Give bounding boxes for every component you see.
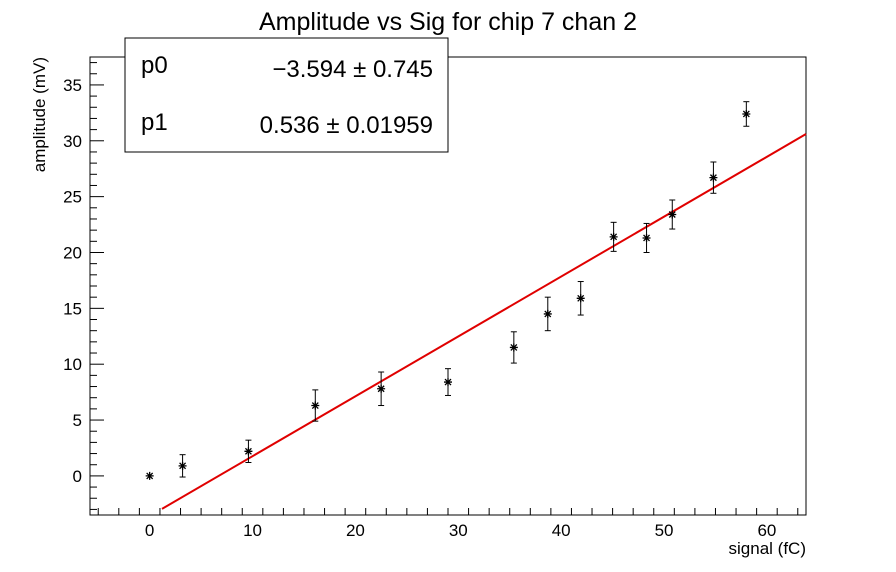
data-point	[244, 439, 253, 463]
fit-stats-box: p0 −3.594 ± 0.745 p1 0.536 ± 0.01959	[124, 37, 449, 153]
data-point	[178, 454, 187, 478]
star-marker	[178, 461, 187, 470]
tick-labels: 0 10 20 30 40 50 60 0 5 10 15 20 25 30 35	[63, 76, 776, 540]
data-point	[145, 471, 154, 480]
y-tick-label: 25	[63, 188, 82, 207]
data-point	[444, 368, 452, 396]
y-tick-label: 10	[63, 355, 82, 374]
data-point	[509, 331, 518, 364]
y-tick-label: 5	[73, 411, 82, 430]
star-marker	[311, 401, 320, 410]
chart-title: Amplitude vs Sig for chip 7 chan 2	[259, 8, 637, 36]
star-marker	[377, 384, 386, 393]
star-marker	[444, 378, 452, 387]
x-tick-label: 30	[449, 521, 468, 540]
data-points	[145, 101, 751, 480]
x-tick-label: 40	[552, 521, 571, 540]
data-point	[311, 389, 320, 422]
data-point	[709, 161, 718, 194]
x-tick-label: 50	[655, 521, 674, 540]
y-tick-label: 0	[73, 467, 82, 486]
stat-p0-value: −3.594 ± 0.745	[272, 56, 433, 83]
star-marker	[642, 233, 651, 242]
y-tick-label: 15	[63, 299, 82, 318]
data-point	[543, 296, 552, 332]
data-point	[742, 101, 751, 127]
x-tick-label: 60	[757, 521, 776, 540]
data-point	[609, 221, 618, 252]
star-marker	[742, 109, 751, 118]
y-tick-label: 30	[63, 132, 82, 151]
data-point	[668, 199, 677, 230]
data-point	[576, 281, 585, 316]
star-marker	[543, 309, 552, 318]
x-tick-label: 10	[243, 521, 262, 540]
star-marker	[576, 294, 585, 303]
star-marker	[709, 173, 718, 182]
y-tick-label: 35	[63, 76, 82, 95]
data-point	[377, 371, 386, 407]
y-tick-label: 20	[63, 243, 82, 262]
data-point	[642, 222, 651, 253]
x-axis-label: signal (fC)	[729, 539, 806, 558]
stat-p1-value: 0.536 ± 0.01959	[260, 112, 433, 139]
star-marker	[509, 343, 518, 352]
star-marker	[244, 447, 253, 456]
y-axis-label: amplitude (mV)	[30, 57, 49, 172]
axis-ticks	[90, 62, 799, 515]
fit-layer	[161, 133, 807, 510]
fit-line	[161, 133, 807, 510]
stat-p1-label: p1	[141, 109, 168, 136]
x-tick-label: 20	[346, 521, 365, 540]
star-marker	[145, 471, 154, 480]
star-marker	[609, 232, 618, 241]
stat-p0-label: p0	[141, 52, 168, 79]
star-marker	[668, 210, 677, 219]
x-tick-label: 0	[145, 521, 154, 540]
